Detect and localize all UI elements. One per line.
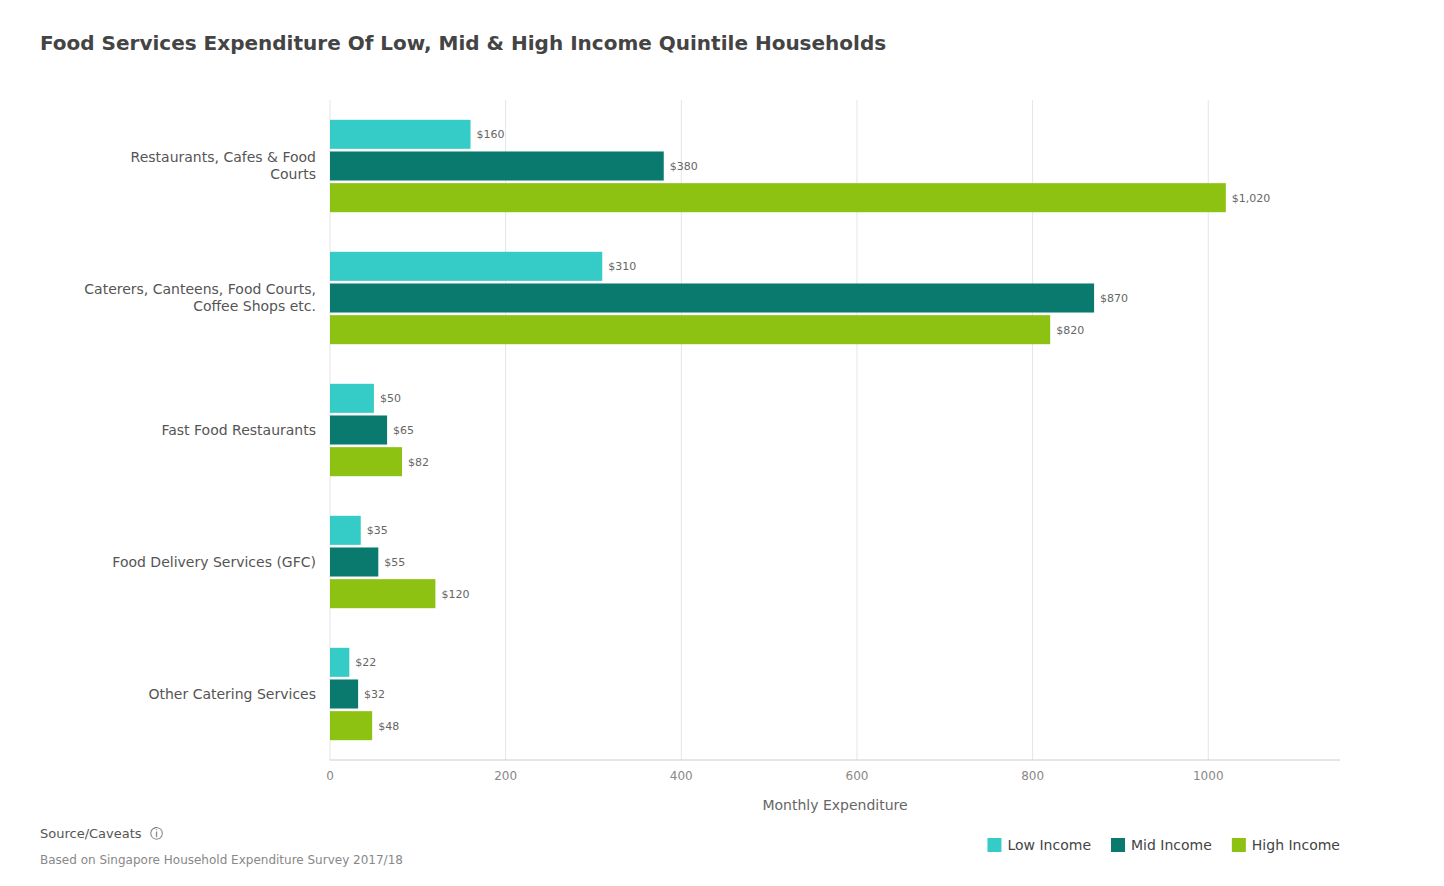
legend-swatch bbox=[987, 838, 1001, 852]
category-label-line: Fast Food Restaurants bbox=[161, 422, 316, 438]
chart: Food Services Expenditure Of Low, Mid & … bbox=[0, 0, 1444, 886]
title: Food Services Expenditure Of Low, Mid & … bbox=[40, 31, 886, 55]
category-label: Other Catering Services bbox=[148, 686, 316, 702]
bar bbox=[330, 447, 402, 476]
category-label: Restaurants, Cafes & FoodCourts bbox=[131, 149, 316, 182]
category-label-line: Restaurants, Cafes & Food bbox=[131, 149, 316, 165]
tick-label: 400 bbox=[670, 769, 693, 783]
legend-label: High Income bbox=[1252, 837, 1340, 853]
legend-item: Low Income bbox=[987, 837, 1091, 853]
x-axis-line bbox=[330, 760, 1340, 761]
data-label: $870 bbox=[1100, 292, 1128, 305]
data-label: $55 bbox=[384, 556, 405, 569]
data-label: $48 bbox=[378, 720, 399, 733]
data-label: $310 bbox=[608, 260, 636, 273]
data-labels: $160 $310 $50 $35 $22 $380 $870 $65 $55 $32 $1,020… bbox=[355, 128, 1270, 732]
category-label: Food Delivery Services (GFC) bbox=[112, 554, 316, 570]
data-label: $22 bbox=[355, 656, 376, 669]
bars bbox=[330, 120, 1226, 740]
data-label: $32 bbox=[364, 688, 385, 701]
data-label: $380 bbox=[670, 160, 698, 173]
bar bbox=[330, 679, 358, 708]
data-label: $50 bbox=[380, 392, 401, 405]
legend-swatch bbox=[1232, 838, 1246, 852]
category-label-line: Coffee Shops etc. bbox=[193, 298, 316, 314]
annotation: Source/Caveats ⓘ bbox=[40, 826, 163, 841]
legend-label: Low Income bbox=[1007, 837, 1091, 853]
legend-label: Mid Income bbox=[1131, 837, 1212, 853]
bar bbox=[330, 315, 1050, 344]
category-label: Caterers, Canteens, Food Courts,Coffee S… bbox=[84, 281, 316, 314]
bar bbox=[330, 579, 435, 608]
x-axis-label: Monthly Expenditure bbox=[762, 797, 907, 813]
category-label-line: Caterers, Canteens, Food Courts, bbox=[84, 281, 316, 297]
bar bbox=[330, 252, 602, 281]
bar bbox=[330, 384, 374, 413]
annotation: Based on Singapore Household Expenditure… bbox=[40, 853, 403, 867]
category-label: Fast Food Restaurants bbox=[161, 422, 316, 438]
legend-item: High Income bbox=[1232, 837, 1340, 853]
tick-label: 1000 bbox=[1193, 769, 1224, 783]
bar bbox=[330, 120, 471, 149]
bar bbox=[330, 183, 1226, 212]
tick-label: 0 bbox=[326, 769, 334, 783]
category-label-line: Courts bbox=[270, 166, 316, 182]
data-label: $82 bbox=[408, 456, 429, 469]
data-label: $35 bbox=[367, 524, 388, 537]
data-label: $160 bbox=[477, 128, 505, 141]
data-label: $120 bbox=[441, 588, 469, 601]
bar bbox=[330, 648, 349, 677]
bar bbox=[330, 415, 387, 444]
data-label: $820 bbox=[1056, 324, 1084, 337]
tick-label: 800 bbox=[1021, 769, 1044, 783]
legend: Low Income Mid Income High Income bbox=[987, 837, 1340, 853]
category-label-line: Food Delivery Services (GFC) bbox=[112, 554, 316, 570]
bar bbox=[330, 151, 664, 180]
data-label: $65 bbox=[393, 424, 414, 437]
bar bbox=[330, 283, 1094, 312]
bar bbox=[330, 547, 378, 576]
legend-swatch bbox=[1111, 838, 1125, 852]
data-label: $1,020 bbox=[1232, 192, 1271, 205]
bar bbox=[330, 711, 372, 740]
bar bbox=[330, 516, 361, 545]
tick-label: 200 bbox=[494, 769, 517, 783]
tick-label: 600 bbox=[846, 769, 869, 783]
category-label-line: Other Catering Services bbox=[148, 686, 316, 702]
legend-item: Mid Income bbox=[1111, 837, 1212, 853]
